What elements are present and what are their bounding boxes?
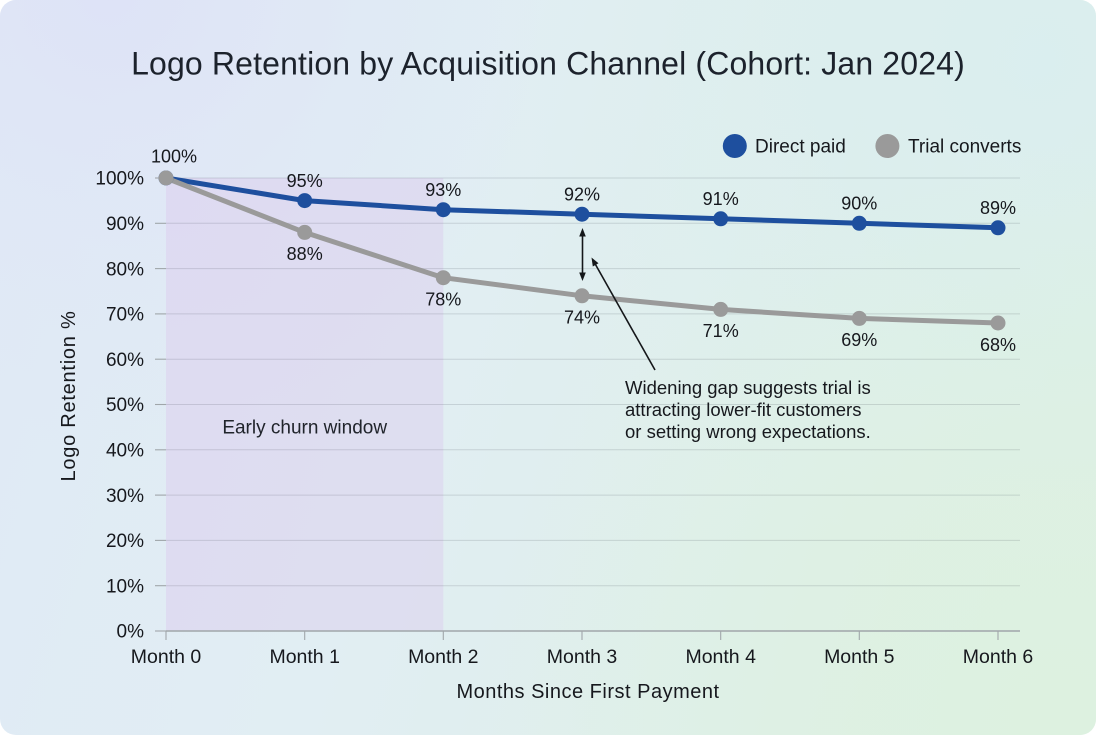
svg-text:92%: 92% <box>564 185 600 205</box>
svg-text:93%: 93% <box>425 180 461 200</box>
svg-text:Trial converts: Trial converts <box>908 137 1021 158</box>
svg-text:Early churn window: Early churn window <box>222 418 387 439</box>
svg-text:Widening gap suggests trial is: Widening gap suggests trial is <box>625 377 871 398</box>
svg-text:20%: 20% <box>106 531 144 552</box>
svg-text:50%: 50% <box>106 395 144 416</box>
svg-text:attracting lower-fit customers: attracting lower-fit customers <box>625 399 861 420</box>
svg-text:10%: 10% <box>106 576 144 597</box>
svg-text:95%: 95% <box>287 171 323 191</box>
svg-text:30%: 30% <box>106 486 144 507</box>
svg-text:0%: 0% <box>117 622 145 643</box>
svg-text:Month 4: Month 4 <box>685 646 756 668</box>
svg-text:74%: 74% <box>564 308 600 328</box>
svg-text:Month 1: Month 1 <box>269 646 339 668</box>
svg-text:Logo Retention %: Logo Retention % <box>58 310 80 481</box>
svg-text:89%: 89% <box>980 198 1016 218</box>
svg-text:100%: 100% <box>151 146 197 166</box>
svg-text:80%: 80% <box>106 259 144 280</box>
svg-text:90%: 90% <box>106 214 144 235</box>
svg-text:91%: 91% <box>703 189 739 209</box>
svg-text:71%: 71% <box>703 321 739 341</box>
svg-text:Month 0: Month 0 <box>131 646 202 668</box>
svg-text:90%: 90% <box>841 194 877 214</box>
svg-text:Logo Retention by Acquisition: Logo Retention by Acquisition Channel (C… <box>131 46 965 82</box>
svg-text:Direct paid: Direct paid <box>755 137 846 158</box>
svg-text:40%: 40% <box>106 440 144 461</box>
svg-text:69%: 69% <box>841 330 877 350</box>
svg-text:Month 5: Month 5 <box>824 646 895 668</box>
svg-text:Month 3: Month 3 <box>547 646 617 668</box>
svg-text:60%: 60% <box>106 350 144 371</box>
svg-text:70%: 70% <box>106 305 144 326</box>
svg-text:88%: 88% <box>287 244 323 264</box>
svg-text:Months Since First Payment: Months Since First Payment <box>456 681 719 703</box>
svg-text:78%: 78% <box>425 290 461 310</box>
svg-text:Month 6: Month 6 <box>963 646 1033 668</box>
svg-text:68%: 68% <box>980 335 1016 355</box>
svg-text:Month 2: Month 2 <box>408 646 478 668</box>
svg-text:or setting wrong expectations.: or setting wrong expectations. <box>625 421 871 442</box>
svg-text:100%: 100% <box>95 169 144 190</box>
